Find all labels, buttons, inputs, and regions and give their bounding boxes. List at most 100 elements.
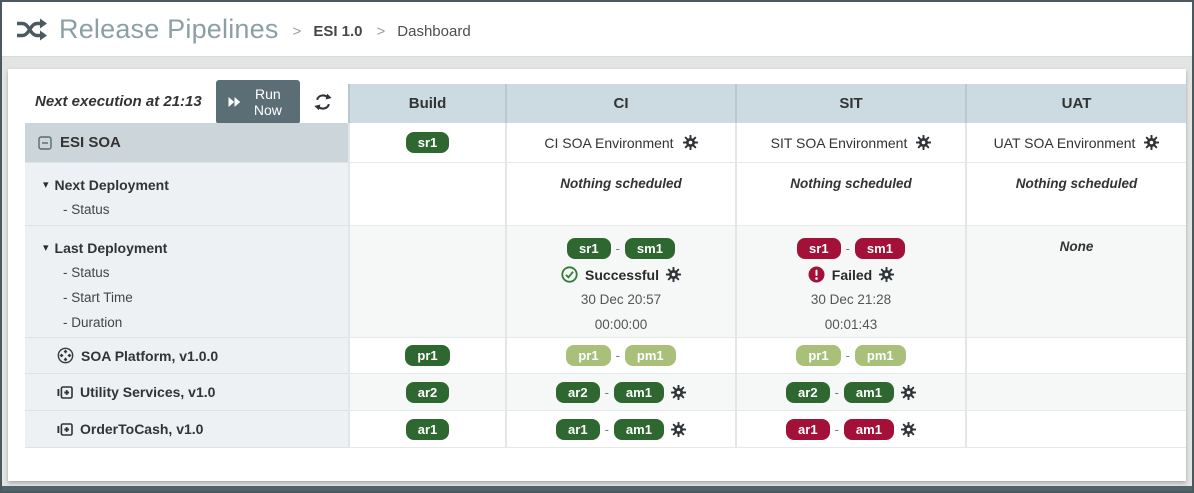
release-badge[interactable]: ar1 — [556, 418, 600, 440]
manifest-badge[interactable]: am1 — [843, 381, 894, 403]
badge-separator: - — [834, 421, 839, 437]
chevron-down-icon: ▾ — [43, 179, 49, 191]
section-sub-label: - Start Time — [63, 290, 133, 305]
duration: 00:00:00 — [594, 317, 648, 332]
gear-icon[interactable] — [900, 384, 916, 400]
environment-name: UAT SOA Environment — [993, 134, 1136, 151]
section-sub-label: - Status — [63, 265, 110, 280]
failed-exclamation-icon — [808, 266, 825, 283]
empty-cell — [965, 411, 1186, 448]
collapse-minus-icon[interactable] — [38, 135, 52, 150]
application-name: Utility Services, v1.0 — [80, 384, 216, 400]
pipeline-group-row[interactable]: ESI SOA — [25, 123, 348, 163]
pipeline-dashboard-panel: Next execution at 21:13 Run Now — [8, 69, 1186, 481]
release-badge[interactable]: pr1 — [566, 345, 611, 366]
environment-name: CI SOA Environment — [544, 134, 674, 151]
gear-icon[interactable] — [916, 135, 932, 150]
pipeline-group-name: ESI SOA — [60, 134, 121, 151]
release-badge[interactable]: ar2 — [556, 381, 600, 403]
next-execution-label: Next execution at 21:13 — [35, 93, 202, 110]
release-badge[interactable]: pr1 — [405, 345, 450, 366]
section-label: Next Deployment — [54, 176, 169, 193]
breadcrumb-root[interactable]: Release Pipelines — [59, 13, 279, 44]
platform-icon — [57, 347, 74, 364]
gear-icon[interactable] — [670, 421, 686, 437]
app-ci-cell: pr1 - pm1 — [505, 338, 735, 374]
badge-separator: - — [834, 384, 839, 400]
manifest-badge[interactable]: pm1 — [624, 345, 676, 366]
manifest-badge[interactable]: am1 — [613, 381, 664, 403]
run-now-label: Run Now — [253, 85, 282, 118]
release-badge[interactable]: sr1 — [405, 132, 450, 153]
gear-icon[interactable] — [670, 384, 686, 400]
next-deployment-ci: Nothing scheduled — [505, 163, 735, 226]
shuffle-icon — [16, 17, 47, 42]
badge-separator: - — [845, 348, 850, 363]
manifest-badge[interactable]: am1 — [843, 418, 894, 440]
badge-separator: - — [615, 240, 620, 256]
last-deployment-toggle[interactable]: ▾ Last Deployment — [25, 235, 348, 260]
build-badge-cell: pr1 — [348, 338, 505, 374]
release-badge[interactable]: ar2 — [786, 381, 830, 403]
badge-separator: - — [604, 421, 609, 437]
success-check-icon — [561, 266, 578, 283]
section-sub-label: - Status — [63, 202, 110, 217]
gear-icon[interactable] — [682, 135, 698, 150]
badge-separator: - — [845, 240, 850, 256]
application-row-soa-platform: SOA Platform, v1.0.0 — [25, 338, 348, 374]
column-header-sit: SIT — [735, 84, 965, 123]
status-text: Failed — [831, 266, 873, 283]
environment-cell-sit: SIT SOA Environment — [735, 123, 965, 163]
section-label: Last Deployment — [54, 239, 168, 256]
application-name: SOA Platform, v1.0.0 — [81, 347, 219, 364]
environment-cell-uat: UAT SOA Environment — [965, 123, 1186, 163]
release-badge[interactable]: ar1 — [405, 418, 450, 440]
breadcrumb: Release Pipelines > ESI 1.0 > Dashboard — [2, 2, 1192, 57]
column-header-ci: CI — [505, 84, 735, 123]
breadcrumb-page: Dashboard — [397, 22, 471, 40]
app-ci-cell: ar2 - am1 — [505, 374, 735, 411]
start-time: 30 Dec 20:57 — [580, 292, 662, 307]
breadcrumb-release[interactable]: ESI 1.0 — [313, 22, 363, 40]
refresh-icon[interactable] — [314, 93, 332, 111]
next-deployment-section: ▾ Next Deployment - Status — [25, 163, 348, 226]
app-sit-cell: pr1 - pm1 — [735, 338, 965, 374]
duration: 00:01:43 — [824, 317, 878, 332]
next-deployment-toggle[interactable]: ▾ Next Deployment — [25, 172, 348, 197]
manifest-badge[interactable]: pm1 — [854, 345, 906, 366]
empty-cell — [965, 374, 1186, 411]
manifest-badge[interactable]: am1 — [613, 418, 664, 440]
column-header-build: Build — [348, 84, 505, 123]
manifest-badge[interactable]: sm1 — [624, 237, 675, 259]
application-name: OrderToCash, v1.0 — [80, 421, 204, 437]
package-icon — [57, 422, 73, 437]
next-deployment-sit: Nothing scheduled — [735, 163, 965, 226]
environment-name: SIT SOA Environment — [770, 134, 908, 151]
run-now-button[interactable]: Run Now — [215, 79, 300, 124]
build-badge-cell: sr1 — [348, 123, 505, 163]
last-deployment-uat: None — [965, 226, 1186, 338]
last-deployment-section: ▾ Last Deployment - Status - Start Time … — [25, 226, 348, 338]
app-sit-cell: ar1 - am1 — [735, 411, 965, 448]
environment-cell-ci: CI SOA Environment — [505, 123, 735, 163]
empty-cell — [348, 226, 505, 338]
chevron-down-icon: ▾ — [43, 242, 49, 254]
gear-icon[interactable] — [665, 267, 681, 282]
release-badge[interactable]: pr1 — [796, 345, 841, 366]
release-badge[interactable]: ar2 — [405, 381, 450, 403]
manifest-badge[interactable]: sm1 — [854, 237, 905, 259]
gear-icon[interactable] — [879, 267, 895, 282]
release-badge[interactable]: ar1 — [786, 418, 830, 440]
status-text: Successful — [585, 266, 659, 283]
last-deployment-sit: sr1 - sm1 Failed — [735, 226, 965, 338]
release-badge[interactable]: sr1 — [797, 237, 841, 259]
empty-cell — [348, 163, 505, 226]
release-badge[interactable]: sr1 — [567, 237, 611, 259]
app-ci-cell: ar1 - am1 — [505, 411, 735, 448]
section-sub-label: - Duration — [63, 315, 123, 330]
gear-icon[interactable] — [900, 421, 916, 437]
empty-cell — [965, 338, 1186, 374]
gear-icon[interactable] — [1144, 135, 1160, 150]
fast-forward-icon — [228, 96, 241, 108]
